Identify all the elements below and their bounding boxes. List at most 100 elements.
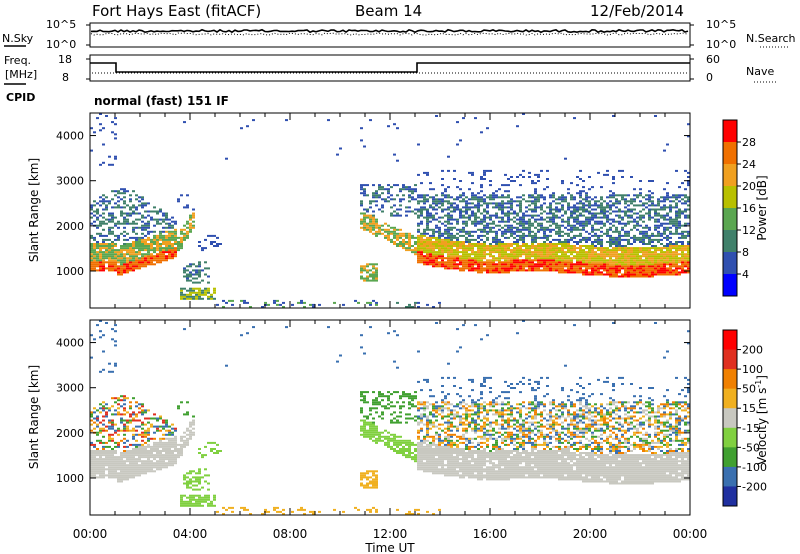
power-cell bbox=[678, 247, 681, 250]
velocity-cell bbox=[192, 496, 195, 499]
power-cell bbox=[195, 273, 198, 276]
power-cell bbox=[570, 265, 573, 268]
power-cell bbox=[114, 267, 117, 270]
velocity-cell bbox=[108, 425, 111, 428]
power-cell bbox=[492, 206, 495, 209]
velocity-cell bbox=[144, 472, 147, 475]
velocity-cell bbox=[144, 452, 147, 454]
power-cell bbox=[408, 232, 411, 235]
power-cell bbox=[150, 253, 153, 256]
power-cell bbox=[426, 210, 429, 213]
velocity-cell bbox=[102, 460, 105, 463]
power-cell bbox=[183, 234, 186, 237]
power-cell bbox=[117, 261, 120, 264]
velocity-cell bbox=[396, 445, 399, 448]
power-cell bbox=[99, 261, 102, 264]
power-cell bbox=[525, 263, 528, 266]
power-cell bbox=[429, 253, 432, 256]
power-cell bbox=[561, 218, 564, 221]
power-cell bbox=[648, 236, 651, 239]
power-cell bbox=[468, 245, 471, 247]
velocity-cell bbox=[93, 407, 96, 410]
power-cell bbox=[414, 212, 417, 215]
power-cell bbox=[90, 247, 93, 250]
power-cell bbox=[189, 230, 192, 233]
velocity-cell bbox=[156, 419, 159, 422]
power-cell bbox=[552, 267, 555, 270]
power-cell bbox=[132, 226, 135, 229]
power-cell bbox=[645, 271, 648, 274]
power-cell bbox=[603, 269, 606, 272]
power-cell bbox=[633, 251, 636, 254]
power-cell bbox=[108, 247, 111, 250]
velocity-cell bbox=[102, 407, 105, 410]
velocity-cell bbox=[144, 448, 147, 450]
power-cell bbox=[435, 238, 438, 241]
power-cell bbox=[183, 236, 186, 239]
power-cell bbox=[558, 226, 561, 229]
power-cell bbox=[546, 212, 549, 215]
power-cell bbox=[549, 202, 552, 205]
power-cell bbox=[477, 210, 480, 213]
velocity-cell bbox=[411, 403, 414, 406]
velocity-cell bbox=[189, 435, 192, 438]
power-cell bbox=[156, 220, 159, 223]
power-cell bbox=[174, 241, 177, 243]
power-cell bbox=[642, 243, 645, 245]
power-cell bbox=[444, 188, 447, 191]
power-cell bbox=[114, 216, 117, 219]
power-cell bbox=[567, 257, 570, 260]
power-cell bbox=[312, 306, 315, 308]
power-cell bbox=[201, 289, 204, 292]
power-cell bbox=[156, 247, 159, 250]
power-cell bbox=[606, 234, 609, 237]
power-cell bbox=[609, 241, 612, 243]
velocity-cell bbox=[393, 417, 396, 420]
power-cell bbox=[678, 208, 681, 211]
power-cell bbox=[144, 265, 147, 268]
power-cell bbox=[522, 259, 525, 262]
velocity-cell bbox=[126, 458, 129, 461]
power-cell bbox=[585, 196, 588, 199]
power-cell bbox=[405, 186, 408, 189]
power-cell bbox=[459, 267, 462, 270]
power-cell bbox=[564, 212, 567, 215]
power-cell bbox=[501, 230, 504, 233]
velocity-cell bbox=[117, 411, 120, 414]
velocity-cell bbox=[165, 421, 168, 424]
power-cell bbox=[99, 129, 102, 132]
velocity-cell bbox=[369, 433, 372, 436]
power-cell bbox=[408, 247, 411, 250]
velocity-cell bbox=[120, 419, 123, 422]
velocity-cell bbox=[408, 441, 411, 444]
power-cell bbox=[558, 249, 561, 252]
power-cell bbox=[396, 212, 399, 215]
velocity-cell bbox=[360, 419, 363, 422]
power-cell bbox=[528, 263, 531, 266]
power-cell bbox=[579, 202, 582, 205]
power-cell bbox=[579, 190, 582, 193]
power-cell bbox=[417, 200, 420, 203]
velocity-cell bbox=[147, 462, 150, 465]
power-cell bbox=[477, 241, 480, 243]
power-cell bbox=[639, 180, 642, 182]
power-cell bbox=[534, 208, 537, 211]
power-cell bbox=[576, 251, 579, 254]
power-cell bbox=[648, 200, 651, 203]
velocity-cell bbox=[363, 401, 366, 404]
power-cell bbox=[477, 216, 480, 219]
power-cell bbox=[528, 222, 531, 225]
power-cell bbox=[606, 204, 609, 207]
power-cell bbox=[570, 198, 573, 201]
power-cell bbox=[528, 247, 531, 250]
power-cell bbox=[429, 263, 432, 266]
power-cell bbox=[366, 224, 369, 227]
power-cell bbox=[168, 238, 171, 241]
power-cell bbox=[525, 245, 528, 247]
power-cell bbox=[582, 202, 585, 205]
y-tick-label: 4000 bbox=[56, 130, 84, 143]
power-cell bbox=[426, 222, 429, 225]
power-cell bbox=[609, 267, 612, 270]
power-cell bbox=[615, 251, 618, 254]
velocity-cell bbox=[144, 470, 147, 473]
